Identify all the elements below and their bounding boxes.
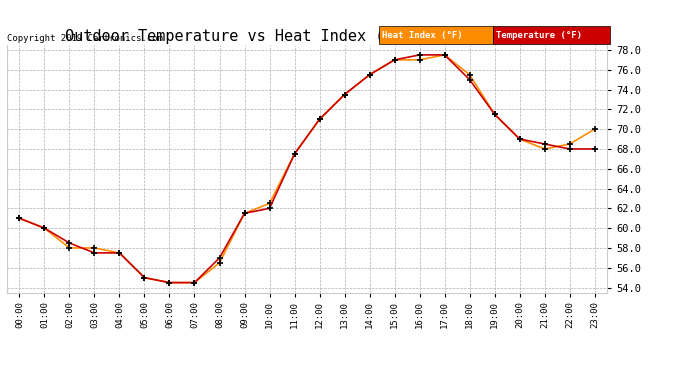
Title: Outdoor Temperature vs Heat Index (24 Hours) 20190914: Outdoor Temperature vs Heat Index (24 Ho… <box>66 29 549 44</box>
Text: Copyright 2019 Cartronics.com: Copyright 2019 Cartronics.com <box>7 33 163 42</box>
Text: Temperature (°F): Temperature (°F) <box>496 31 582 40</box>
Text: Heat Index (°F): Heat Index (°F) <box>382 31 463 40</box>
FancyBboxPatch shape <box>493 26 610 44</box>
FancyBboxPatch shape <box>379 26 493 44</box>
